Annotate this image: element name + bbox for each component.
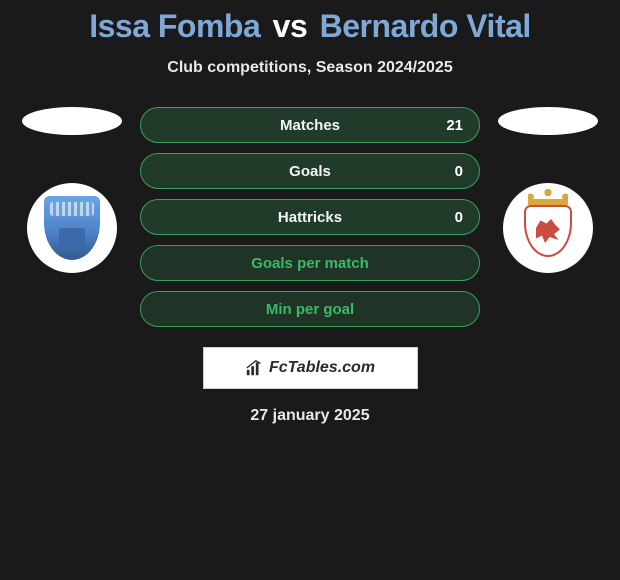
left-oval-placeholder <box>22 107 122 135</box>
infographic-container: Issa Fomba vs Bernardo Vital Club compet… <box>0 0 620 580</box>
stat-label: Goals <box>289 163 331 180</box>
malaga-crest-icon <box>44 196 100 260</box>
crown-icon <box>528 189 568 205</box>
stat-label: Min per goal <box>266 301 354 318</box>
stat-label: Hattricks <box>278 209 342 226</box>
stat-right-value: 0 <box>455 209 463 226</box>
brand-badge: FcTables.com <box>203 347 418 389</box>
subtitle: Club competitions, Season 2024/2025 <box>167 59 452 77</box>
bar-chart-icon <box>245 359 263 377</box>
lion-icon <box>533 216 563 246</box>
stat-right-value: 21 <box>446 117 463 134</box>
player2-name: Bernardo Vital <box>320 8 531 44</box>
right-oval-placeholder <box>498 107 598 135</box>
vs-label: vs <box>273 8 308 44</box>
date-label: 27 january 2025 <box>250 407 369 425</box>
stat-row-min-per-goal: Min per goal <box>140 291 480 327</box>
shield-icon <box>524 205 572 257</box>
left-club-crest <box>27 183 117 273</box>
stat-right-value: 0 <box>455 163 463 180</box>
main-row: Matches 21 Goals 0 Hattricks 0 Goals per… <box>0 107 620 327</box>
stat-row-matches: Matches 21 <box>140 107 480 143</box>
right-club-crest <box>503 183 593 273</box>
stat-label: Goals per match <box>251 255 369 272</box>
left-side <box>22 107 122 273</box>
brand-text: FcTables.com <box>269 359 375 377</box>
zaragoza-crest-icon <box>520 195 576 261</box>
player1-name: Issa Fomba <box>89 8 260 44</box>
stats-column: Matches 21 Goals 0 Hattricks 0 Goals per… <box>140 107 480 327</box>
stat-row-hattricks: Hattricks 0 <box>140 199 480 235</box>
stat-label: Matches <box>280 117 340 134</box>
right-side <box>498 107 598 273</box>
stat-row-goals: Goals 0 <box>140 153 480 189</box>
comparison-title: Issa Fomba vs Bernardo Vital <box>89 8 531 45</box>
stat-row-goals-per-match: Goals per match <box>140 245 480 281</box>
